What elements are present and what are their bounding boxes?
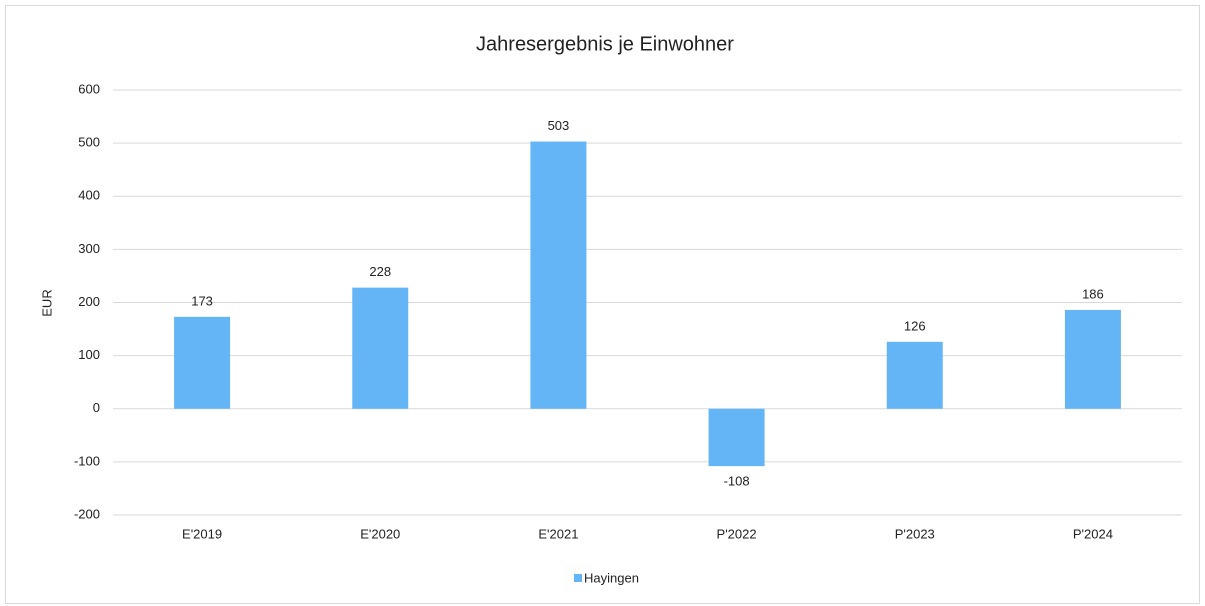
data-label: 173 <box>191 293 213 308</box>
y-tick-label: 500 <box>78 135 100 150</box>
y-tick-label: 600 <box>78 81 100 96</box>
x-tick-label: P'2022 <box>717 526 757 541</box>
y-tick-label: -200 <box>74 506 100 521</box>
y-axis-label: EUR <box>39 289 54 316</box>
bar <box>886 341 943 409</box>
bar <box>708 408 765 467</box>
legend-swatch <box>574 574 582 582</box>
y-tick-label: 300 <box>78 241 100 256</box>
x-tick-label: E'2021 <box>538 526 578 541</box>
legend-label: Hayingen <box>584 570 639 585</box>
chart-frame <box>5 5 1200 604</box>
x-tick-label: P'2023 <box>895 526 935 541</box>
data-label: 126 <box>904 318 926 333</box>
x-tick-label: E'2019 <box>182 526 222 541</box>
data-label: 228 <box>369 264 391 279</box>
y-tick-label: 0 <box>93 400 100 415</box>
data-label: 186 <box>1082 286 1104 301</box>
data-label: -108 <box>724 474 750 489</box>
chart-title: Jahresergebnis je Einwohner <box>476 33 734 55</box>
bar <box>174 316 231 409</box>
bar <box>530 141 587 409</box>
data-label: 503 <box>548 118 570 133</box>
bar <box>1064 309 1121 409</box>
y-tick-label: 200 <box>78 294 100 309</box>
bar <box>352 287 409 409</box>
y-tick-label: -100 <box>74 453 100 468</box>
y-tick-label: 400 <box>78 188 100 203</box>
y-tick-label: 100 <box>78 347 100 362</box>
x-tick-label: E'2020 <box>360 526 400 541</box>
x-tick-label: P'2024 <box>1073 526 1113 541</box>
